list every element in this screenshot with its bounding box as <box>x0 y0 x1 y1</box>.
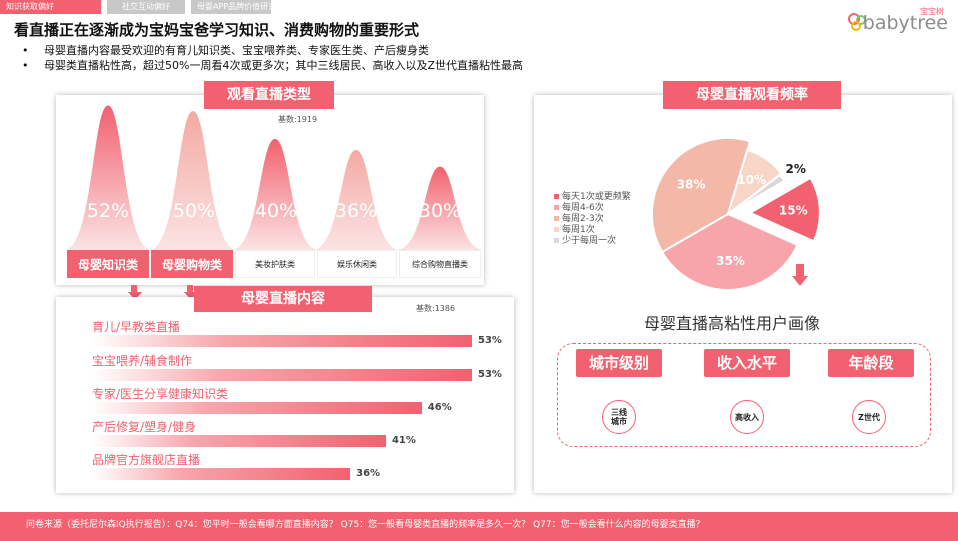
content-bar <box>92 335 472 347</box>
pie-slice <box>732 173 786 212</box>
age-tag: Z世代 <box>852 400 886 434</box>
bell-value-label: 36% <box>334 200 378 222</box>
legend-label: 每天1次或更频繁 <box>562 192 631 202</box>
legend-item: 每周4-6次 <box>554 203 631 214</box>
bell-column <box>64 105 152 250</box>
bell-column <box>149 111 237 250</box>
category-label: 娱乐休闲类 <box>317 250 397 278</box>
pie-value-label: 38% <box>677 178 706 192</box>
tab-app-brand-value[interactable]: 母婴APP品牌价值研究 <box>191 0 276 14</box>
pie-slice <box>651 137 752 254</box>
bell-column <box>312 150 400 250</box>
bell-value-label: 30% <box>418 200 462 222</box>
legend-label: 每周1次 <box>562 225 595 235</box>
legend-label: 少于每周一次 <box>562 236 617 246</box>
content-bar <box>92 468 351 480</box>
summary-bullet: 母婴类直播粘性高，超过50%一周看4次或更多次；其中三线居民、高收入以及Z世代直… <box>22 58 523 73</box>
frequency-legend: 每天1次或更频繁 每周4-6次 每周2-3次 每周1次 少于每周一次 <box>554 192 631 247</box>
bar-value-label: 53% <box>478 335 502 346</box>
logo-wordmark: babytree <box>862 12 948 34</box>
portrait-box <box>557 343 931 447</box>
bar-category-label: 育儿/早教类直播 <box>92 320 181 334</box>
pie-value-label: 10% <box>737 173 766 187</box>
footer-source: 问卷来源（委托尼尔森IQ执行报告）：Q74：您平时一般会看哪方面直播内容？ Q7… <box>0 512 958 541</box>
city-tag: 三线 城市 <box>602 400 636 434</box>
bar-value-label: 53% <box>478 369 502 380</box>
category-label: 美妆护肤类 <box>235 250 315 278</box>
frequency-title: 母婴直播观看频率 <box>663 81 841 109</box>
logo-subtitle: 宝宝树 <box>920 7 944 16</box>
income-level-pill: 收入水平 <box>704 349 790 377</box>
bell-value-label: 40% <box>254 200 298 222</box>
bar-category-label: 宝宝喂养/辅食制作 <box>92 354 193 368</box>
legend-item: 少于每周一次 <box>554 236 631 247</box>
legend-swatch <box>554 205 559 210</box>
category-label: 母婴购物类 <box>151 250 233 278</box>
bar-category-label: 产后修复/塑身/健身 <box>92 420 197 434</box>
viewing-type-sample: 基数:1919 <box>278 115 318 124</box>
bar-value-label: 41% <box>391 435 416 446</box>
legend-label: 每周2-3次 <box>562 214 604 224</box>
legend-swatch <box>554 194 559 199</box>
bell-column <box>231 138 319 250</box>
content-panel <box>56 297 514 493</box>
legend-swatch <box>554 227 559 232</box>
portrait-title: 母婴直播高粘性用户画像 <box>644 314 821 333</box>
page-title: 看直播正在逐渐成为宝妈宝爸学习知识、消费购物的重要形式 <box>14 21 420 39</box>
legend-swatch <box>554 238 559 243</box>
bar-category-label: 品牌官方旗舰店直播 <box>92 453 201 467</box>
content-bar <box>92 402 422 414</box>
tab-social-preference[interactable]: 社交互动偏好 <box>107 0 185 14</box>
pie-value-label: 2% <box>786 162 806 176</box>
pie-slice <box>726 148 783 217</box>
bar-value-label: 36% <box>356 468 381 479</box>
summary-bullet: 母婴直播内容最受欢迎的有育儿知识类、宝宝喂养类、专家医生类、产后瘦身类 <box>22 43 523 58</box>
income-tag: 高收入 <box>730 400 764 434</box>
content-title: 母婴直播内容 <box>194 286 372 312</box>
legend-item: 每周1次 <box>554 225 631 236</box>
legend-label: 每周4-6次 <box>562 203 604 213</box>
content-bar <box>92 369 472 381</box>
bell-value-label: 50% <box>172 200 216 222</box>
logo-mark-icon <box>848 13 866 31</box>
top-tab-bar: 知识获取偏好 社交互动偏好 母婴APP品牌价值研究 <box>0 0 277 14</box>
category-label: 综合购物直播类 <box>399 250 481 278</box>
viewing-type-title: 观看直播类型 <box>204 81 334 109</box>
city-level-pill: 城市级别 <box>576 349 662 377</box>
bar-value-label: 46% <box>427 402 452 413</box>
legend-item: 每周2-3次 <box>554 214 631 225</box>
bar-category-label: 专家/医生分享健康知识类 <box>92 387 229 401</box>
summary-bullets: 母婴直播内容最受欢迎的有育儿知识类、宝宝喂养类、专家医生类、产后瘦身类 母婴类直… <box>22 43 523 73</box>
age-group-pill: 年龄段 <box>828 349 914 377</box>
pie-value-label: 35% <box>716 254 745 268</box>
content-bar <box>92 435 386 447</box>
tab-knowledge-preference[interactable]: 知识获取偏好 <box>0 0 101 14</box>
bell-column <box>396 166 484 250</box>
content-sample: 基数:1386 <box>416 304 456 313</box>
pie-slice <box>747 176 821 243</box>
category-label: 母婴知识类 <box>67 250 149 278</box>
pie-value-label: 15% <box>779 204 808 218</box>
legend-item: 每天1次或更频繁 <box>554 192 631 203</box>
bell-value-label: 52% <box>86 200 130 222</box>
legend-swatch <box>554 216 559 221</box>
